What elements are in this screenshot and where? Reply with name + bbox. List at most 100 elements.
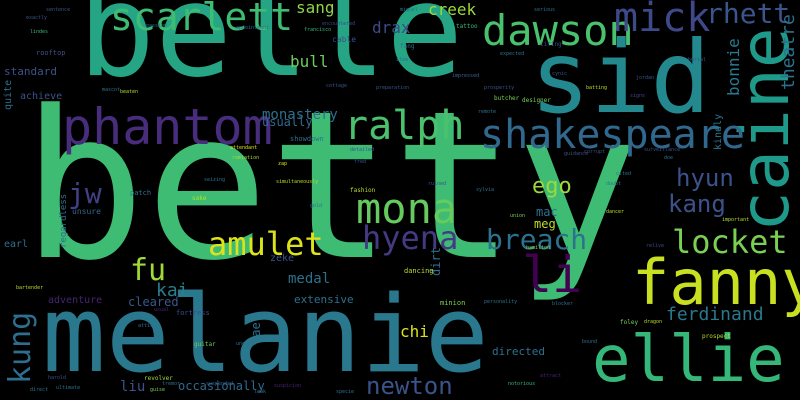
word-guise: guise [150,387,166,393]
word-minion: minion [440,299,466,307]
word-creek: creek [428,0,477,19]
word-mascot: mascot [102,87,121,93]
word-dawson: dawson [482,6,634,55]
word-serious: serious [534,7,556,13]
word-belle: belle [78,0,464,106]
word-regardless: regardless [59,193,69,248]
word-adventure: adventure [48,295,103,306]
word-jw: jw [68,177,102,210]
word-medal: medal [288,271,331,287]
word-important: important [722,217,750,223]
word-beaten: beaten [120,89,139,95]
word-ramiation: ramiation [232,155,260,161]
word-item: item [396,57,409,63]
word-mona: mona [356,184,458,233]
word-dragon: dragon [644,319,663,325]
word-mick: mick [614,0,711,41]
word-surveillance: surveillance [644,147,681,153]
word-chi: chi [400,322,429,341]
word-simultaneously: simultaneously [276,179,319,185]
word-ruined: ruined [428,181,447,187]
word-earl: earl [4,239,29,250]
word-monastery: monastery [262,107,338,123]
word-showdown: showdown [290,135,324,143]
word-ferdinand: ferdinand [666,304,764,325]
word-usual: usual [154,307,170,313]
word-attic: attic [138,323,154,329]
word-lindes: lindes [30,29,49,35]
word-extensive: extensive [294,293,354,306]
word-tremor: tremor [162,381,181,387]
word-standard: standard [4,65,57,78]
word-union: union [510,213,526,219]
word-theatre: theatre [778,14,799,90]
word-dancer: dancer [606,209,625,215]
word-achieve: achieve [20,91,63,102]
word-dancing: dancing [404,267,434,275]
word-cleared: cleared [128,295,179,309]
word-signs: signs [630,93,646,99]
word-cited: cited [616,171,632,177]
word-sang: sang [296,0,335,17]
word-doubt: doubt [606,181,622,187]
word-burial: burial [688,57,707,63]
word-ego: ego [532,174,572,199]
word-exactly: exactly [26,15,48,21]
word-quite: quite [3,79,14,110]
word-harold: harold [48,375,67,381]
word-fashion: fashion [350,187,376,194]
word-li: li [522,246,583,304]
word-tattoo: tattoo [456,23,478,30]
word-personality: personality [484,299,518,305]
word-breach: breach [486,223,588,256]
word-fanny: fanny [632,246,800,319]
word-francisco: francisco [304,27,332,33]
word-meg: meg [534,217,556,231]
word-appointment: appointment [236,25,270,31]
word-ralph: ralph [344,103,465,149]
word-citing: citing [540,41,562,48]
word-scarlett: scarlett [110,0,294,39]
word-leak: leak [254,389,267,395]
word-preparation: preparation [376,85,410,91]
word-melanie: melanie [42,273,489,396]
word-direct: direct [30,387,49,393]
word-fang: fang [400,43,415,50]
word-patch: patch [130,189,152,197]
word-blocker: blocker [552,301,574,307]
word-kung: kung [3,311,38,384]
word-impressed: impressed [452,73,480,79]
word-bartender: bartender [16,285,44,291]
word-locket: locket [672,223,788,261]
word-kai: kai [156,280,189,301]
word-cottage: cottage [326,83,348,89]
word-prospect: prospect [702,333,731,340]
word-liu: liu [120,379,146,395]
word-fortress: fortress [176,309,210,317]
word-bound: bound [582,339,598,345]
word-unsure: unsure [72,207,101,216]
word-bull: bull [290,52,329,71]
word-butcher: butcher [494,95,520,102]
word-uncover: uncover [236,341,258,347]
word-suspended: suspended [206,381,234,387]
word-occasionally: occasionally [178,379,265,393]
word-fred: fred [354,159,367,165]
word-sylvia: sylvia [476,187,495,193]
word-remote: remote [478,109,497,115]
word-rhett: rhett [706,0,791,30]
word-notorious: notorious [508,381,536,387]
word-corrupt: corrupt [584,149,606,155]
word-doe: doe [664,155,674,161]
word-zap: zap [278,161,288,167]
word-guitar: guitar [194,341,216,348]
word-ultimate: ultimate [56,385,81,391]
word-fu: fu [130,253,167,288]
word-foley: foley [620,319,639,326]
word-amulet: amulet [208,225,324,263]
word-specie: specie [336,389,355,395]
word-phantom: phantom [62,98,273,156]
word-gold: gold [310,203,323,209]
word-guidance: guidance [564,151,589,157]
